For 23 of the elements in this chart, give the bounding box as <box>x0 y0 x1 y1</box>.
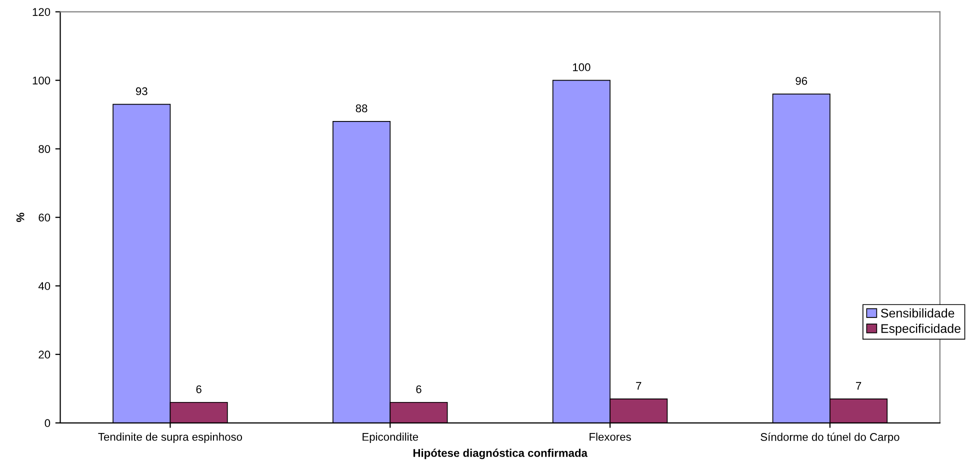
y-axis-title: % <box>16 212 24 222</box>
data-label: 100 <box>573 63 590 72</box>
data-label: 7 <box>636 382 642 390</box>
data-label: 93 <box>136 87 148 96</box>
y-tick-label: 120 <box>32 8 50 16</box>
data-label: 7 <box>856 382 862 390</box>
y-tick-label: 0 <box>44 419 50 428</box>
y-tick-label: 20 <box>38 350 50 359</box>
legend-label: Especificidade <box>881 324 960 336</box>
x-tick-label: Epicondilite <box>362 432 418 443</box>
y-tick-label: 100 <box>32 76 50 84</box>
y-tick-label: 40 <box>38 282 50 290</box>
data-label: 96 <box>796 77 808 85</box>
legend-label: Sensibilidade <box>880 308 954 318</box>
data-label: 6 <box>196 385 202 394</box>
x-tick-label: Flexores <box>590 432 631 441</box>
x-axis-title: Hipótese diagnóstica confirmada <box>413 448 588 460</box>
y-tick-label: 80 <box>38 145 50 153</box>
data-label: 6 <box>416 385 422 394</box>
data-label: 88 <box>356 104 368 112</box>
x-tick-label: Síndorme do túnel do Carpo <box>760 432 900 444</box>
x-tick-label: Tendinite de supra espinhoso <box>98 432 242 443</box>
y-tick-label: 60 <box>38 214 50 222</box>
